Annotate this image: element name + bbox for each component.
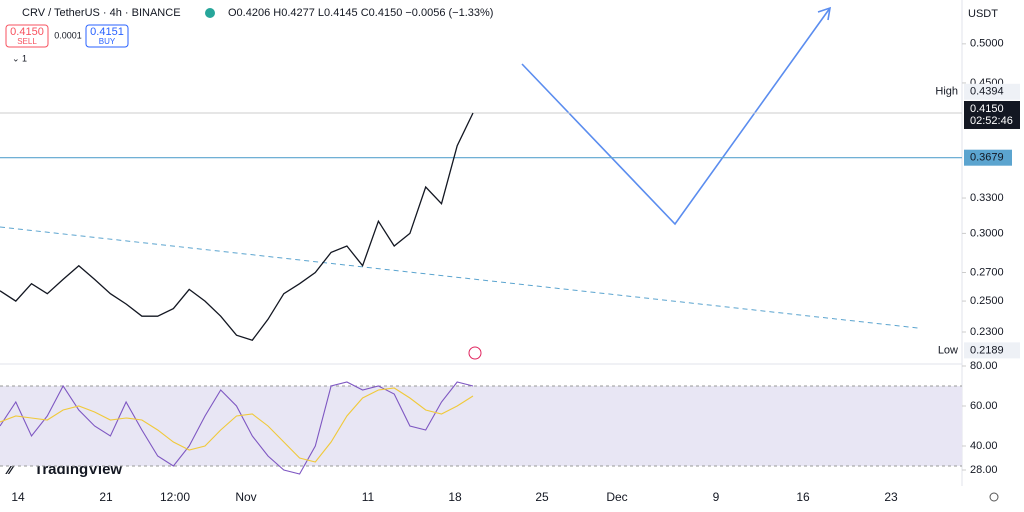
rsi-band (0, 386, 962, 466)
x-tick-label: 11 (362, 490, 375, 504)
level-tag (964, 149, 1012, 166)
status-dot (205, 8, 215, 18)
last-price-label: 0.4150 (970, 103, 1004, 115)
header: CRV / TetherUS · 4h · BINANCE O0.4206 H0… (5, 7, 493, 63)
rsi-tick-label: 80.00 (970, 360, 998, 372)
y-tick-label: 0.2500 (970, 295, 1004, 307)
last-price-tag (964, 100, 1020, 129)
buy-button[interactable] (85, 24, 129, 48)
sell-label: SELL (17, 37, 37, 46)
y-tick-label: 0.3300 (970, 192, 1004, 204)
high-name: High (935, 86, 958, 98)
arrow-head (817, 6, 832, 21)
sell-button[interactable] (5, 24, 49, 48)
ohlc: O0.4206 H0.4277 L0.4145 C0.4150 −0.0056 … (228, 7, 493, 19)
rsi-tick-label: 28.00 (970, 464, 998, 476)
collapse-icon[interactable]: ⌄ (12, 53, 20, 63)
rsi-line (0, 387, 474, 463)
settings-icon[interactable] (989, 492, 999, 502)
buy-label: BUY (99, 37, 116, 46)
layers-count: 1 (22, 53, 27, 63)
x-tick-label: 25 (535, 490, 549, 504)
y-tick-label: 0.2300 (970, 326, 1004, 338)
rsi-tick-label: 60.00 (970, 400, 998, 412)
x-tick-label: 9 (713, 490, 720, 504)
currency: USDT (968, 8, 998, 20)
spread: 0.0001 (54, 30, 82, 40)
y-tick-label: 0.3000 (970, 227, 1004, 239)
trend-line (0, 226, 919, 329)
x-tick-label: Nov (235, 490, 256, 504)
price-line (0, 112, 474, 341)
event-icon[interactable] (468, 346, 482, 360)
high-tag (964, 83, 1020, 100)
symbol: CRV / TetherUS · 4h · BINANCE (22, 7, 181, 19)
x-tick-label: 21 (99, 490, 113, 504)
x-tick-label: 16 (796, 490, 810, 504)
y-tick-label: 0.5000 (970, 38, 1004, 50)
x-tick-label: 23 (884, 490, 898, 504)
y-tick-label: 0.2700 (970, 266, 1004, 278)
buy-price: 0.4151 (90, 26, 124, 38)
high-value: 0.4394 (970, 86, 1004, 98)
x-tick-label: Dec (606, 490, 627, 504)
rsi-tick-label: 40.00 (970, 440, 998, 452)
x-tick-label: 14 (11, 490, 25, 504)
rsi-line (0, 381, 474, 475)
low-name: Low (938, 344, 958, 356)
sell-price: 0.4150 (10, 26, 44, 38)
low-tag (964, 342, 1020, 359)
x-tick-label: 12:00 (160, 490, 190, 504)
low-value: 0.2189 (970, 344, 1004, 356)
brand-logo: ⁄⁄ (5, 461, 17, 478)
x-tick-label: 18 (448, 490, 462, 504)
level-label: 0.3679 (970, 152, 1004, 164)
projection-arrow (521, 7, 831, 226)
countdown: 02:52:46 (970, 115, 1013, 127)
